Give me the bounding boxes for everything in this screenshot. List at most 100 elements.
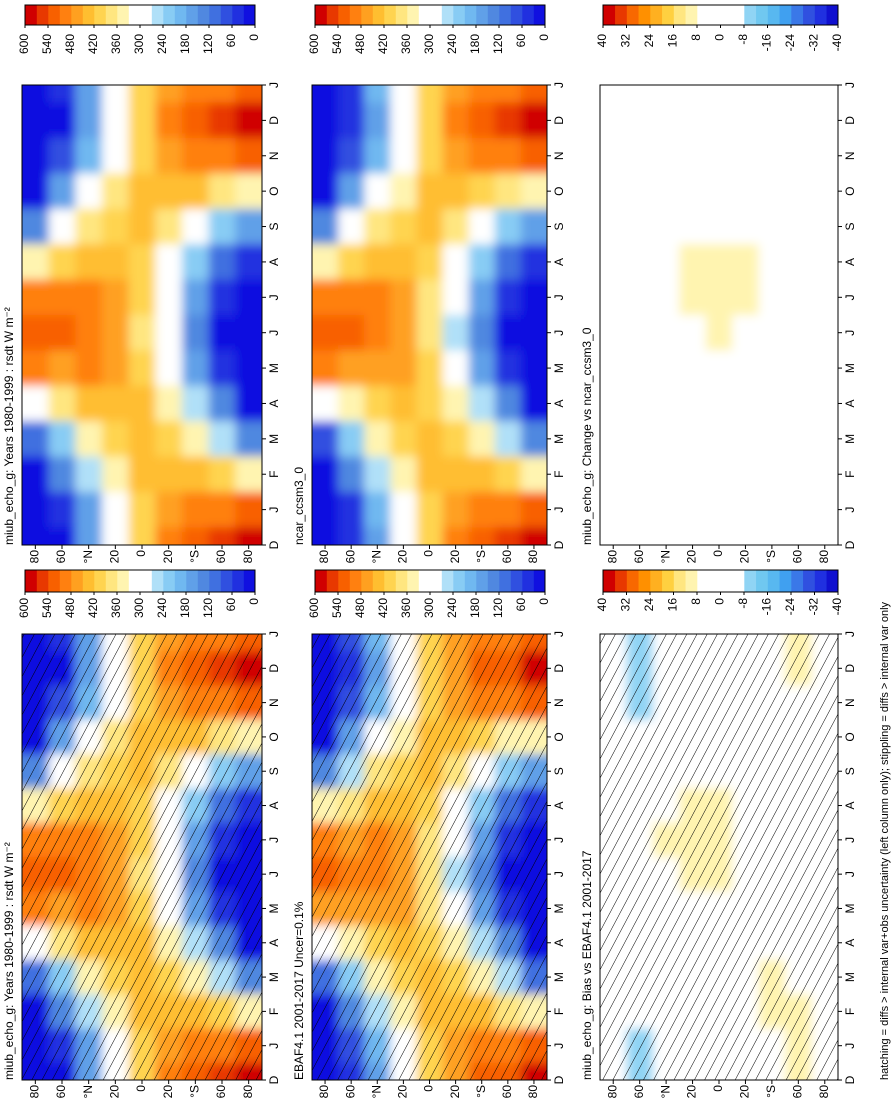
field-cell xyxy=(182,137,210,174)
colorbar-label: 180 xyxy=(178,598,192,618)
y-tick-label: 20 xyxy=(738,1085,752,1099)
field-cell xyxy=(468,102,496,139)
field-cell xyxy=(679,314,707,351)
field-cell xyxy=(679,491,707,528)
field-cell xyxy=(312,243,339,280)
colorbar-bin xyxy=(533,570,546,592)
field-cell xyxy=(338,85,365,103)
field-cell xyxy=(626,349,654,386)
colorbar-label: 60 xyxy=(224,34,238,48)
field-cell xyxy=(732,385,760,422)
field-cell xyxy=(390,102,417,139)
panel-title: ncar_ccsm3_0 xyxy=(292,467,306,545)
field-cell xyxy=(102,456,130,492)
y-tick-label: 80 xyxy=(526,1085,540,1099)
colorbar-bin xyxy=(395,5,408,25)
field-cell xyxy=(679,137,707,174)
field-cell xyxy=(364,349,391,386)
field-cell xyxy=(626,208,654,245)
colorbar-label: 240 xyxy=(445,34,459,54)
field-cell xyxy=(442,102,470,139)
field-cell xyxy=(364,314,391,351)
field-cell xyxy=(155,456,183,492)
field-cell xyxy=(600,172,627,209)
colorbar-label: 300 xyxy=(422,598,436,618)
colorbar-bin xyxy=(767,5,780,25)
x-tick-label: M xyxy=(552,363,566,373)
field-cell xyxy=(128,102,156,139)
footer-note: hatching = diffs > internal var+obs unce… xyxy=(879,601,891,1080)
field-cell xyxy=(390,314,417,351)
field-cell xyxy=(442,243,470,280)
field-cell xyxy=(758,102,786,139)
colorbar-bin xyxy=(476,5,488,25)
field-cell xyxy=(705,314,733,351)
x-tick-label: M xyxy=(552,972,566,982)
colorbar-label: 360 xyxy=(109,34,123,54)
colorbar-bin xyxy=(487,5,500,25)
colorbar-label: 8 xyxy=(689,34,703,41)
colorbar-bin xyxy=(349,5,362,25)
field-cell xyxy=(208,526,236,545)
field-cell xyxy=(626,456,654,492)
colorbar-bin xyxy=(685,570,698,592)
colorbar-bin xyxy=(361,5,373,25)
field-cell xyxy=(155,208,183,245)
field-cell xyxy=(155,85,183,103)
field-cell xyxy=(338,456,365,492)
field-cell xyxy=(182,208,210,245)
field-cell xyxy=(208,172,236,209)
x-tick-label: J xyxy=(552,82,566,88)
colorbar-label: 300 xyxy=(132,598,146,618)
field-cell xyxy=(390,420,417,457)
field-cell xyxy=(732,85,760,103)
field-cell xyxy=(600,208,627,245)
colorbar-label: 600 xyxy=(307,34,321,54)
field-cell xyxy=(705,102,733,139)
field-cell xyxy=(155,526,183,545)
colorbar-bin xyxy=(36,570,49,592)
field-cell xyxy=(364,526,391,545)
field-cell xyxy=(732,137,760,174)
field-cell xyxy=(811,420,838,457)
field-cell xyxy=(338,243,365,280)
field-cell xyxy=(102,85,130,103)
field-cell xyxy=(468,208,496,245)
field-cell xyxy=(128,279,156,315)
field-cell xyxy=(208,314,236,351)
x-tick-label: D xyxy=(267,664,281,673)
hatching xyxy=(22,634,262,1080)
field-cell xyxy=(155,243,183,280)
field-cell xyxy=(22,385,50,422)
colorbar-bin xyxy=(732,570,745,592)
colorbar-bin xyxy=(151,570,164,592)
field-cell xyxy=(811,314,838,351)
colorbar-bin xyxy=(603,570,616,592)
field-cell xyxy=(416,349,444,386)
field-cell xyxy=(679,208,707,245)
y-tick-label: °S xyxy=(474,550,488,563)
field-cell xyxy=(600,102,627,139)
field-cell xyxy=(48,491,76,528)
field-cell xyxy=(442,172,470,209)
colorbar-bin xyxy=(697,5,710,25)
colorbar-bin xyxy=(767,570,780,592)
field-cell xyxy=(626,491,654,528)
field-cell xyxy=(705,172,733,209)
field-cell xyxy=(468,85,496,103)
colorbar-bin xyxy=(418,5,431,25)
field-cell xyxy=(312,172,339,209)
field-cell xyxy=(626,279,654,315)
colorbar-bin xyxy=(48,570,60,592)
y-tick-label: 20 xyxy=(738,550,752,564)
field xyxy=(312,85,547,545)
y-tick-label: °S xyxy=(764,1085,778,1098)
y-tick-label: °N xyxy=(81,550,95,563)
y-tick-label: 60 xyxy=(54,550,68,564)
x-tick-label: S xyxy=(267,767,281,775)
field-cell xyxy=(758,208,786,245)
field-cell xyxy=(312,456,339,492)
field-cell xyxy=(416,85,444,103)
y-tick-label: 80 xyxy=(817,1085,831,1099)
colorbar-bin xyxy=(128,570,141,592)
